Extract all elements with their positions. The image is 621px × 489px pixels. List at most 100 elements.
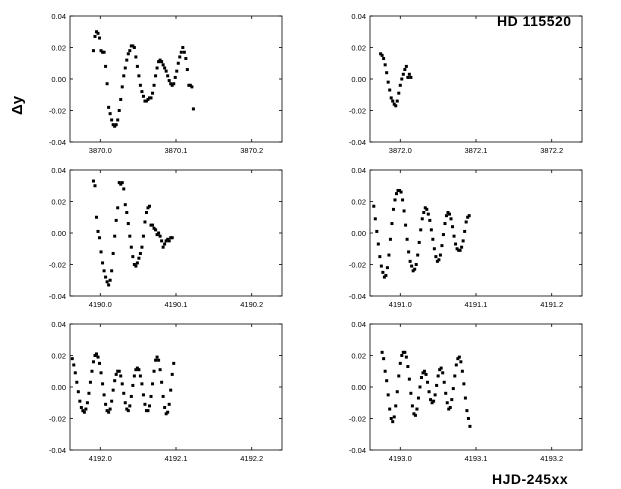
x-tick-label: 3870.0	[89, 146, 112, 155]
data-point	[400, 77, 404, 81]
data-point	[423, 369, 427, 373]
data-point	[134, 55, 138, 59]
data-point	[184, 57, 188, 61]
data-point	[432, 247, 436, 251]
data-point	[91, 179, 95, 183]
data-point	[132, 374, 136, 378]
data-point	[122, 187, 126, 191]
data-point	[157, 60, 161, 64]
data-point	[407, 377, 411, 381]
data-point	[458, 248, 462, 252]
data-point	[164, 239, 168, 243]
x-tick-label: 4192.0	[89, 454, 112, 463]
data-point	[152, 226, 156, 230]
y-tick-label: 0.04	[351, 12, 366, 21]
y-tick-label: 0.02	[351, 198, 366, 207]
data-point	[163, 66, 167, 70]
data-point	[403, 350, 407, 354]
data-point	[79, 405, 83, 409]
data-point	[379, 264, 383, 268]
data-point	[119, 97, 123, 101]
data-point	[90, 369, 94, 373]
data-point	[439, 366, 443, 370]
data-point	[93, 184, 97, 188]
data-point	[426, 212, 430, 216]
data-point	[107, 283, 111, 287]
data-point	[107, 105, 111, 109]
data-point	[93, 354, 97, 357]
data-point	[111, 251, 115, 255]
data-point	[387, 253, 391, 257]
data-point	[430, 401, 434, 405]
data-point	[141, 393, 145, 397]
data-point	[120, 181, 124, 185]
data-point	[179, 50, 183, 54]
data-point	[405, 237, 409, 241]
data-point	[151, 382, 155, 386]
y-tick-label: 0.04	[351, 166, 366, 175]
y-tick-label: 0.02	[51, 44, 66, 53]
data-point	[413, 413, 417, 417]
data-point	[441, 233, 445, 237]
data-point	[170, 236, 174, 240]
data-point	[410, 264, 414, 268]
data-point	[398, 361, 402, 365]
data-point	[442, 380, 446, 384]
y-tick-label: 0.00	[51, 383, 66, 392]
data-point	[412, 412, 416, 416]
data-point	[87, 391, 91, 395]
panel-5: -0.04 -0.02 0.00 0.02 0.04 4192.0 4192.1 4192.2	[49, 320, 283, 463]
data-point	[436, 374, 440, 378]
data-point	[447, 407, 451, 411]
data-point	[419, 228, 423, 232]
data-point	[126, 222, 130, 226]
data-point	[440, 244, 444, 248]
data-point	[406, 365, 410, 369]
data-point	[166, 237, 170, 241]
y-tick-label: 0.00	[351, 75, 366, 84]
y-tick-label: -0.02	[49, 261, 66, 270]
data-point	[95, 352, 98, 356]
data-point	[451, 225, 455, 229]
panel-3: -0.04 -0.02 0.00 0.02 0.04 4190.0 4190.1 4190.2	[49, 166, 283, 309]
data-point	[102, 393, 106, 397]
data-point	[400, 354, 404, 357]
data-point	[394, 104, 398, 108]
data-point	[95, 30, 98, 34]
data-point	[379, 52, 383, 56]
data-point	[102, 269, 106, 273]
data-point	[407, 250, 411, 254]
data-point	[373, 217, 377, 221]
data-point	[98, 361, 102, 365]
data-point	[381, 270, 385, 274]
data-point	[409, 75, 413, 79]
y-tick-label: 0.04	[51, 166, 66, 175]
data-point	[122, 391, 126, 395]
data-point	[101, 261, 105, 265]
data-point	[178, 55, 182, 59]
panel-frame	[69, 15, 283, 143]
y-tick-label: -0.02	[349, 107, 366, 116]
data-point	[91, 360, 95, 364]
data-point	[459, 360, 463, 364]
data-point	[140, 90, 144, 94]
x-tick-label: 3872.2	[540, 146, 563, 155]
data-point	[135, 366, 139, 370]
data-point	[137, 368, 141, 372]
y-tick-label: -0.04	[349, 292, 366, 301]
x-tick-label: 3870.2	[240, 146, 263, 155]
data-point	[172, 82, 176, 86]
data-point	[175, 69, 179, 73]
data-point	[155, 355, 159, 359]
data-point	[143, 402, 147, 406]
data-point	[158, 368, 162, 372]
y-tick-label: 0.02	[51, 198, 66, 207]
data-point	[75, 380, 79, 384]
data-point	[421, 371, 425, 375]
data-point	[84, 407, 88, 411]
data-point	[93, 34, 97, 38]
data-point	[99, 250, 103, 254]
y-tick-label: 0.04	[351, 320, 366, 329]
data-point	[392, 415, 396, 419]
data-point	[166, 410, 170, 414]
